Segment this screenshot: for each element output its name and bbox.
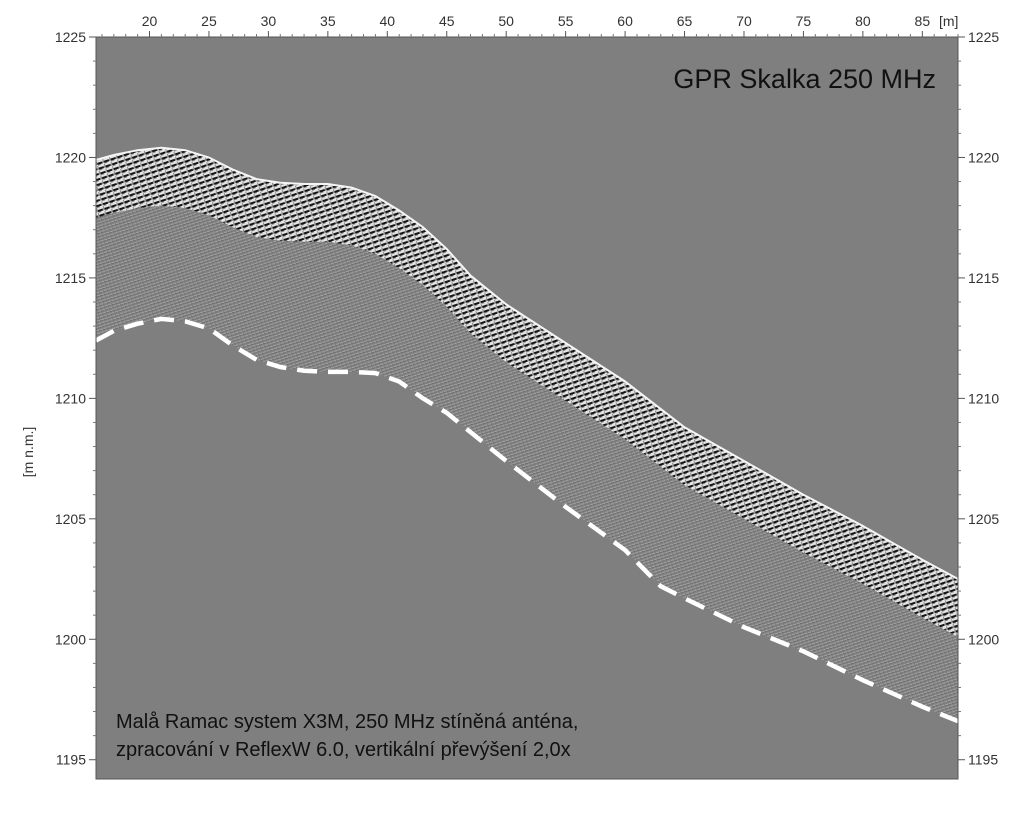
interpreted-boundary-line — [96, 316, 958, 724]
surface-profile-line — [96, 146, 958, 580]
x-tick-label: 65 — [677, 13, 693, 29]
y-tick-label-left: 1215 — [55, 270, 86, 286]
y-tick-label-right: 1205 — [968, 511, 999, 527]
y-tick-label-right: 1215 — [968, 270, 999, 286]
x-axis-unit-label: [m] — [939, 13, 958, 29]
x-tick-label: 70 — [736, 13, 752, 29]
x-tick-label: 80 — [855, 13, 871, 29]
annotation-line-2: zpracování v ReflexW 6.0, vertikální pře… — [116, 739, 571, 761]
plot-frame — [95, 36, 959, 780]
x-tick-label: 55 — [558, 13, 574, 29]
y-axis-label: [m n.m.] — [20, 427, 36, 478]
x-tick-label: 85 — [915, 13, 931, 29]
x-tick-label: 45 — [439, 13, 455, 29]
reflection-band — [96, 147, 958, 637]
x-tick-label: 30 — [261, 13, 277, 29]
x-tick-label: 40 — [380, 13, 396, 29]
y-tick-label-left: 1210 — [55, 390, 86, 406]
y-tick-label-left: 1200 — [55, 631, 86, 647]
x-tick-label: 50 — [498, 13, 514, 29]
y-tick-label-left: 1225 — [55, 29, 86, 45]
annotation-line-1: Malå Ramac system X3M, 250 MHz stíněná a… — [116, 711, 578, 733]
chart-title: GPR Skalka 250 MHz — [673, 64, 936, 94]
axis-ticks: 20 25 30 35 40 45 50 55 60 65 70 75 80 85 1225 1225 1220… — [55, 13, 1000, 768]
y-tick-label-right: 1200 — [968, 631, 999, 647]
x-tick-label: 75 — [796, 13, 812, 29]
fine-reflection-zone — [96, 147, 958, 722]
y-tick-label-left: 1195 — [56, 752, 86, 768]
y-tick-label-right: 1210 — [968, 390, 999, 406]
y-tick-label-right: 1195 — [968, 752, 998, 768]
y-tick-label-right: 1220 — [968, 149, 999, 165]
x-tick-label: 25 — [201, 13, 217, 29]
y-tick-label-left: 1220 — [55, 149, 86, 165]
y-tick-label-left: 1205 — [55, 511, 86, 527]
x-tick-label: 35 — [320, 13, 336, 29]
x-tick-label: 60 — [617, 13, 633, 29]
x-tick-label: 20 — [142, 13, 158, 29]
y-tick-label-right: 1225 — [968, 29, 999, 45]
